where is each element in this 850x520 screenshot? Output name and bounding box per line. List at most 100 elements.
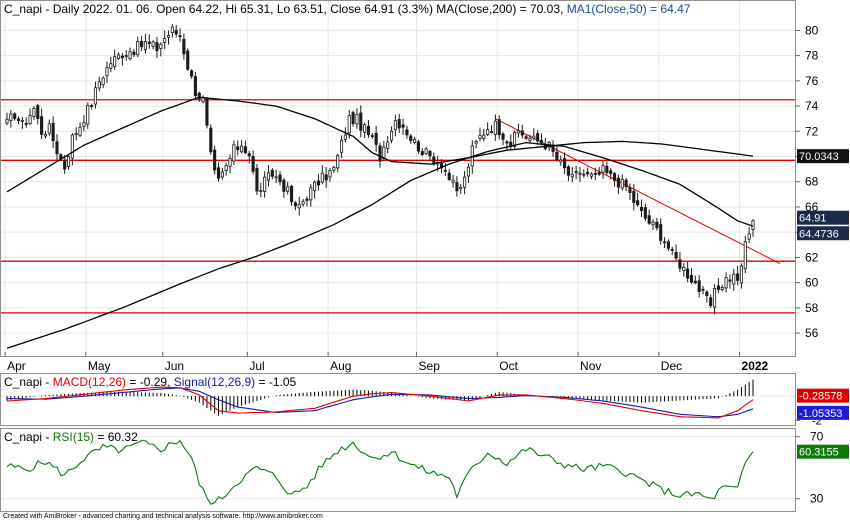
candle: [220, 167, 224, 180]
candle: [659, 218, 663, 245]
candle-up: [478, 134, 482, 140]
candle-down: [701, 288, 705, 291]
candle: [716, 277, 720, 294]
candle: [109, 56, 113, 73]
candle: [190, 69, 194, 79]
candle-down: [586, 171, 590, 175]
candle-up: [486, 129, 490, 135]
candle: [501, 132, 505, 146]
price-tick-label: 80: [805, 23, 819, 37]
candle-up: [32, 108, 36, 117]
candle: [147, 34, 151, 49]
candle: [174, 24, 178, 38]
candle-up: [105, 67, 109, 77]
candle-down: [209, 127, 213, 153]
candle-up: [413, 138, 417, 143]
candle: [216, 162, 221, 182]
candle-down: [236, 146, 240, 151]
rsi-line: [6, 439, 754, 505]
candle: [97, 76, 101, 92]
candle: [474, 139, 478, 149]
candle: [397, 113, 401, 134]
candle: [9, 110, 13, 128]
candle-up: [751, 220, 755, 230]
candle: [566, 165, 570, 182]
candle-up: [170, 26, 174, 33]
candle-up: [339, 139, 344, 153]
ma200-tag-box: [797, 149, 849, 164]
candle-down: [432, 156, 436, 165]
candle: [613, 172, 617, 187]
macd-lines: [6, 386, 754, 419]
candle: [743, 235, 747, 274]
candle: [151, 40, 155, 50]
candle: [555, 144, 559, 162]
candle-up: [528, 137, 532, 142]
footer-credit: Created with AmiBroker - advanced charti…: [3, 513, 323, 520]
candle-up: [463, 176, 467, 188]
candle-up: [578, 172, 582, 175]
candle: [205, 96, 209, 129]
candle-up: [393, 120, 397, 130]
candle-up: [532, 135, 536, 139]
candle-up: [220, 171, 224, 178]
candle: [66, 153, 71, 170]
candle: [593, 167, 597, 181]
candle: [463, 170, 467, 195]
candle-up: [78, 126, 82, 136]
candle: [643, 203, 647, 222]
candle-down: [290, 185, 294, 203]
month-label: Apr: [7, 359, 26, 373]
candle-up: [301, 201, 305, 205]
candle: [389, 126, 394, 144]
candle: [28, 108, 32, 126]
ma50-tag-box: [797, 226, 849, 241]
candle: [132, 49, 136, 58]
candle: [489, 125, 494, 134]
price-tick-label: 72: [805, 124, 819, 138]
candle: [316, 174, 321, 191]
candle: [670, 246, 674, 256]
candle-down: [174, 29, 178, 35]
candle: [266, 165, 271, 187]
candle-down: [351, 112, 355, 125]
candle: [86, 102, 90, 129]
candle: [751, 219, 755, 237]
candle-up: [493, 120, 497, 135]
candle-down: [374, 132, 378, 145]
candle-down: [686, 268, 690, 279]
candle-up: [663, 241, 667, 244]
candle: [424, 146, 428, 156]
candle: [532, 128, 536, 141]
candle-down: [643, 207, 647, 219]
candle-down: [247, 153, 251, 157]
candle-down: [305, 198, 309, 201]
candle: [155, 36, 159, 59]
candle-down: [186, 50, 190, 70]
candle: [5, 112, 9, 126]
rsi-tags: 60.3155: [797, 444, 849, 459]
candle: [170, 24, 174, 38]
candle-up: [347, 115, 351, 134]
candle-down: [647, 215, 651, 224]
candle: [209, 124, 213, 155]
candle: [689, 268, 694, 284]
candle: [701, 285, 705, 295]
candle-down: [736, 273, 740, 281]
candle-down: [359, 112, 363, 131]
candle: [505, 139, 509, 150]
candle: [16, 116, 21, 125]
candle: [78, 122, 82, 138]
month-label: Aug: [330, 359, 351, 373]
candle: [70, 133, 74, 166]
candle-up: [163, 38, 167, 43]
candle-down: [205, 98, 209, 126]
candle: [51, 116, 55, 149]
candle-up: [232, 144, 236, 162]
candle-up: [20, 119, 24, 122]
candle: [113, 49, 117, 70]
candle: [697, 275, 701, 298]
candle-up: [116, 54, 121, 59]
price-grid: [1, 1, 795, 357]
candle: [259, 182, 263, 198]
